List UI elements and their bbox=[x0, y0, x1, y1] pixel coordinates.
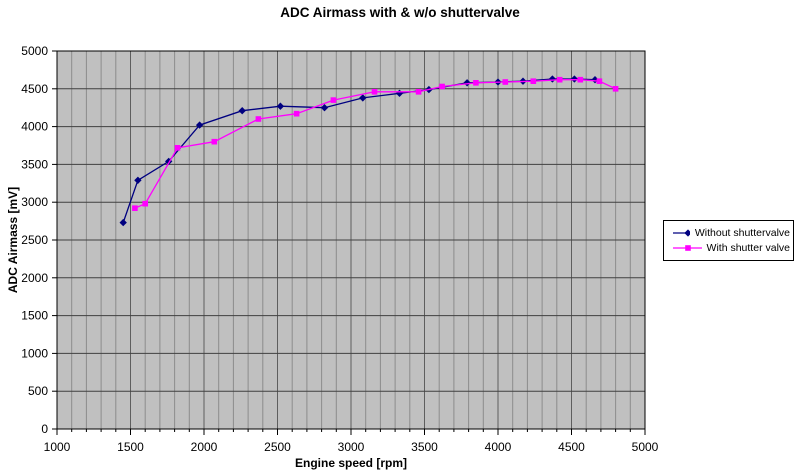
data-point-square-icon bbox=[473, 80, 479, 86]
svg-text:0: 0 bbox=[41, 422, 48, 436]
y-axis-tick-labels: 0 500 1000 1500 2000 2500 3000 3500 4000 4500 5000 bbox=[21, 44, 48, 436]
data-point-square-icon bbox=[211, 138, 218, 145]
series-without-shuttervalve bbox=[119, 75, 599, 227]
data-point-diamond-icon bbox=[276, 102, 285, 110]
legend: Without shuttervalve With shutter valve bbox=[663, 220, 794, 261]
svg-text:4500: 4500 bbox=[558, 440, 585, 454]
data-point-square-icon bbox=[577, 76, 584, 83]
data-point-square-icon bbox=[439, 83, 445, 90]
x-axis-ticks bbox=[56, 429, 646, 435]
x-axis-title: Engine speed [rpm] bbox=[294, 456, 407, 470]
data-point-diamond-icon bbox=[463, 79, 471, 87]
data-point-diamond-icon bbox=[119, 218, 127, 227]
gridlines-horizontal bbox=[57, 88, 645, 392]
svg-text:4000: 4000 bbox=[21, 120, 48, 134]
data-point-square-icon bbox=[371, 89, 378, 95]
legend-item-with-shutter-valve: With shutter valve bbox=[672, 242, 790, 254]
legend-marker-diamond-icon bbox=[673, 229, 690, 237]
y-axis-ticks bbox=[52, 50, 57, 430]
svg-text:3500: 3500 bbox=[21, 157, 48, 171]
svg-text:4000: 4000 bbox=[485, 440, 512, 454]
data-point-square-icon bbox=[255, 116, 262, 122]
data-point-square-icon bbox=[556, 76, 563, 83]
svg-text:5000: 5000 bbox=[21, 44, 48, 58]
svg-text:1000: 1000 bbox=[44, 440, 71, 454]
data-point-diamond-icon bbox=[570, 75, 579, 83]
svg-text:3000: 3000 bbox=[21, 195, 48, 209]
data-point-diamond-icon bbox=[195, 121, 204, 129]
data-point-square-icon bbox=[330, 97, 337, 103]
svg-text:2000: 2000 bbox=[191, 440, 218, 454]
svg-text:2500: 2500 bbox=[264, 440, 291, 454]
series-with-shutter-valve bbox=[132, 76, 619, 211]
data-point-square-icon bbox=[415, 89, 422, 95]
svg-text:3000: 3000 bbox=[338, 440, 365, 454]
svg-text:500: 500 bbox=[28, 384, 48, 398]
chart-title: ADC Airmass with & w/o shuttervalve bbox=[280, 5, 520, 20]
data-point-square-icon bbox=[530, 78, 537, 84]
data-point-square-icon bbox=[293, 110, 300, 117]
svg-text:2500: 2500 bbox=[21, 233, 48, 247]
svg-text:5000: 5000 bbox=[632, 440, 659, 454]
data-point-diamond-icon bbox=[238, 107, 246, 115]
data-point-square-icon bbox=[612, 86, 619, 92]
x-axis-tick-labels: 1000 1500 2000 2500 3000 3500 4000 4500 5000 bbox=[44, 440, 659, 454]
data-point-diamond-icon bbox=[320, 104, 329, 112]
legend-label: Without shuttervalve bbox=[694, 227, 790, 239]
y-axis-title: ADC Airmass [mV] bbox=[6, 186, 20, 294]
svg-text:1000: 1000 bbox=[21, 346, 48, 360]
legend-marker-square-icon bbox=[673, 245, 702, 251]
svg-text:1500: 1500 bbox=[117, 440, 144, 454]
data-point-square-icon bbox=[596, 78, 603, 84]
legend-label: With shutter valve bbox=[706, 242, 790, 254]
data-point-square-icon bbox=[132, 205, 138, 211]
legend-item-without-shuttervalve: Without shuttervalve bbox=[672, 227, 790, 239]
data-point-square-icon bbox=[502, 79, 509, 85]
data-point-square-icon bbox=[174, 145, 181, 151]
svg-text:3500: 3500 bbox=[411, 440, 438, 454]
svg-text:1500: 1500 bbox=[21, 309, 48, 323]
svg-text:4500: 4500 bbox=[21, 82, 48, 96]
data-point-square-icon bbox=[142, 200, 148, 207]
svg-text:2000: 2000 bbox=[21, 271, 48, 285]
